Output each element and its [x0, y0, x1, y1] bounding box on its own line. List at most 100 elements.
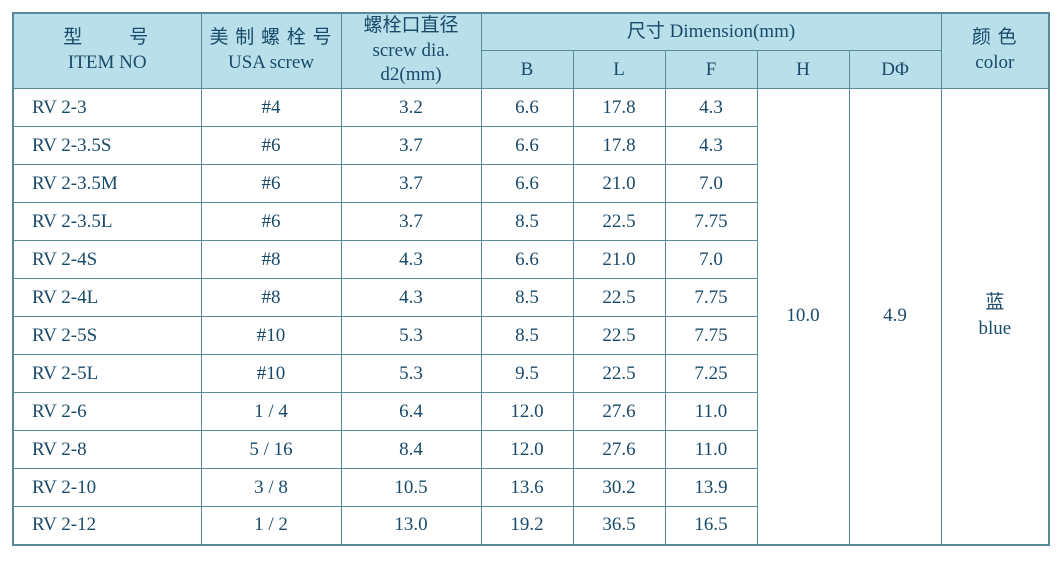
cell-item: RV 2-6 — [13, 393, 201, 431]
spec-table: 型 号 ITEM NO 美 制 螺 栓 号 USA screw 螺栓口直径 sc… — [12, 12, 1050, 546]
cell-l: 21.0 — [573, 165, 665, 203]
cell-item: RV 2-4L — [13, 279, 201, 317]
cell-item: RV 2-3 — [13, 89, 201, 127]
cell-f: 7.75 — [665, 317, 757, 355]
cell-screw: 1 / 4 — [201, 393, 341, 431]
cell-b: 8.5 — [481, 279, 573, 317]
cell-l: 27.6 — [573, 431, 665, 469]
cell-screw: 5 / 16 — [201, 431, 341, 469]
col-item-no: 型 号 ITEM NO — [13, 13, 201, 89]
cell-color-merged: 蓝 blue — [941, 89, 1049, 545]
cell-dia: 4.3 — [341, 241, 481, 279]
cell-dia: 4.3 — [341, 279, 481, 317]
cell-f: 7.0 — [665, 165, 757, 203]
cell-b: 13.6 — [481, 469, 573, 507]
col-dphi: DΦ — [849, 51, 941, 89]
cell-l: 30.2 — [573, 469, 665, 507]
cell-b: 12.0 — [481, 393, 573, 431]
cell-dia: 3.2 — [341, 89, 481, 127]
col-b: B — [481, 51, 573, 89]
col-h: H — [757, 51, 849, 89]
dimension-label: 尺寸 Dimension(mm) — [627, 21, 795, 42]
item-no-en: ITEM NO — [68, 52, 147, 73]
cell-screw: #10 — [201, 317, 341, 355]
cell-b: 6.6 — [481, 165, 573, 203]
cell-screw: 3 / 8 — [201, 469, 341, 507]
col-usa-screw: 美 制 螺 栓 号 USA screw — [201, 13, 341, 89]
table-header: 型 号 ITEM NO 美 制 螺 栓 号 USA screw 螺栓口直径 sc… — [13, 13, 1049, 89]
cell-dphi-merged: 4.9 — [849, 89, 941, 545]
cell-f: 4.3 — [665, 127, 757, 165]
usa-screw-en: USA screw — [228, 52, 314, 73]
cell-b: 9.5 — [481, 355, 573, 393]
col-screw-dia: 螺栓口直径 screw dia. d2(mm) — [341, 13, 481, 89]
cell-item: RV 2-8 — [13, 431, 201, 469]
cell-l: 22.5 — [573, 355, 665, 393]
cell-b: 8.5 — [481, 317, 573, 355]
cell-h-merged: 10.0 — [757, 89, 849, 545]
cell-screw: #10 — [201, 355, 341, 393]
cell-l: 22.5 — [573, 317, 665, 355]
cell-screw: 1 / 2 — [201, 507, 341, 545]
cell-f: 11.0 — [665, 393, 757, 431]
cell-f: 7.0 — [665, 241, 757, 279]
cell-dia: 6.4 — [341, 393, 481, 431]
table-body: RV 2-3#43.26.617.84.310.04.9蓝blueRV 2-3.… — [13, 89, 1049, 545]
cell-dia: 5.3 — [341, 317, 481, 355]
item-no-cn: 型 号 — [63, 27, 151, 48]
cell-dia: 3.7 — [341, 165, 481, 203]
cell-f: 7.75 — [665, 203, 757, 241]
cell-screw: #6 — [201, 127, 341, 165]
cell-item: RV 2-5S — [13, 317, 201, 355]
cell-item: RV 2-4S — [13, 241, 201, 279]
cell-l: 22.5 — [573, 279, 665, 317]
cell-l: 22.5 — [573, 203, 665, 241]
cell-item: RV 2-3.5M — [13, 165, 201, 203]
cell-f: 4.3 — [665, 89, 757, 127]
cell-f: 16.5 — [665, 507, 757, 545]
cell-item: RV 2-12 — [13, 507, 201, 545]
cell-b: 6.6 — [481, 89, 573, 127]
cell-b: 19.2 — [481, 507, 573, 545]
cell-l: 36.5 — [573, 507, 665, 545]
cell-item: RV 2-10 — [13, 469, 201, 507]
cell-dia: 3.7 — [341, 203, 481, 241]
cell-item: RV 2-3.5L — [13, 203, 201, 241]
cell-screw: #4 — [201, 89, 341, 127]
col-f: F — [665, 51, 757, 89]
cell-item: RV 2-3.5S — [13, 127, 201, 165]
cell-l: 17.8 — [573, 89, 665, 127]
color-cn: 颜 色 — [972, 27, 1018, 48]
cell-b: 6.6 — [481, 127, 573, 165]
cell-f: 13.9 — [665, 469, 757, 507]
cell-l: 17.8 — [573, 127, 665, 165]
color-value-en: blue — [978, 318, 1011, 339]
cell-dia: 8.4 — [341, 431, 481, 469]
cell-dia: 3.7 — [341, 127, 481, 165]
cell-b: 8.5 — [481, 203, 573, 241]
cell-b: 12.0 — [481, 431, 573, 469]
cell-b: 6.6 — [481, 241, 573, 279]
cell-screw: #6 — [201, 203, 341, 241]
col-dimension: 尺寸 Dimension(mm) — [481, 13, 941, 51]
dia-en1: screw dia. — [372, 40, 449, 61]
col-l: L — [573, 51, 665, 89]
cell-f: 11.0 — [665, 431, 757, 469]
dia-cn: 螺栓口直径 — [363, 15, 458, 36]
cell-f: 7.75 — [665, 279, 757, 317]
cell-f: 7.25 — [665, 355, 757, 393]
cell-dia: 5.3 — [341, 355, 481, 393]
cell-screw: #8 — [201, 279, 341, 317]
cell-screw: #6 — [201, 165, 341, 203]
dia-en2: d2(mm) — [380, 64, 441, 85]
cell-dia: 10.5 — [341, 469, 481, 507]
color-value-cn: 蓝 — [985, 292, 1004, 313]
cell-item: RV 2-5L — [13, 355, 201, 393]
color-en: color — [975, 52, 1014, 73]
usa-screw-cn: 美 制 螺 栓 号 — [209, 27, 332, 48]
cell-l: 27.6 — [573, 393, 665, 431]
col-color: 颜 色 color — [941, 13, 1049, 89]
cell-screw: #8 — [201, 241, 341, 279]
cell-dia: 13.0 — [341, 507, 481, 545]
cell-l: 21.0 — [573, 241, 665, 279]
